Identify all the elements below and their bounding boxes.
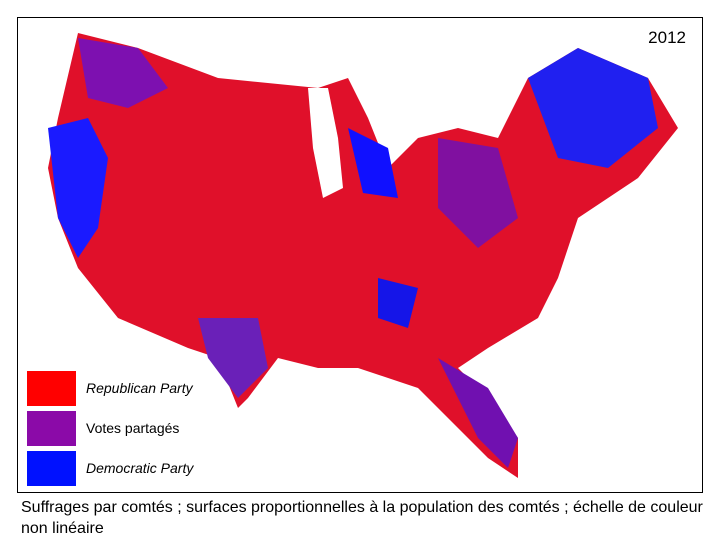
year-label: 2012 — [648, 28, 686, 47]
blue-chicago — [348, 128, 398, 198]
blue-mid — [378, 278, 418, 328]
blue-west — [48, 118, 108, 258]
purple-northeast — [438, 138, 518, 248]
cartogram — [48, 33, 678, 478]
great-lakes — [308, 88, 343, 198]
blue-northeast — [528, 48, 658, 168]
legend-swatch — [27, 451, 76, 486]
legend-swatch — [27, 371, 76, 406]
us-outline — [48, 33, 678, 478]
legend-label: Democratic Party — [86, 460, 194, 476]
legend-label: Republican Party — [86, 380, 193, 396]
legend-label: Votes partagés — [86, 420, 180, 436]
caption: Suffrages par comtés ; surfaces proporti… — [21, 499, 703, 537]
purple-south — [438, 358, 518, 468]
purple-west — [78, 38, 168, 108]
legend-swatch — [27, 411, 76, 446]
map-frame: 2012 Republican Party Votes partagés Democ… — [17, 17, 703, 493]
purple-texas — [198, 318, 268, 398]
